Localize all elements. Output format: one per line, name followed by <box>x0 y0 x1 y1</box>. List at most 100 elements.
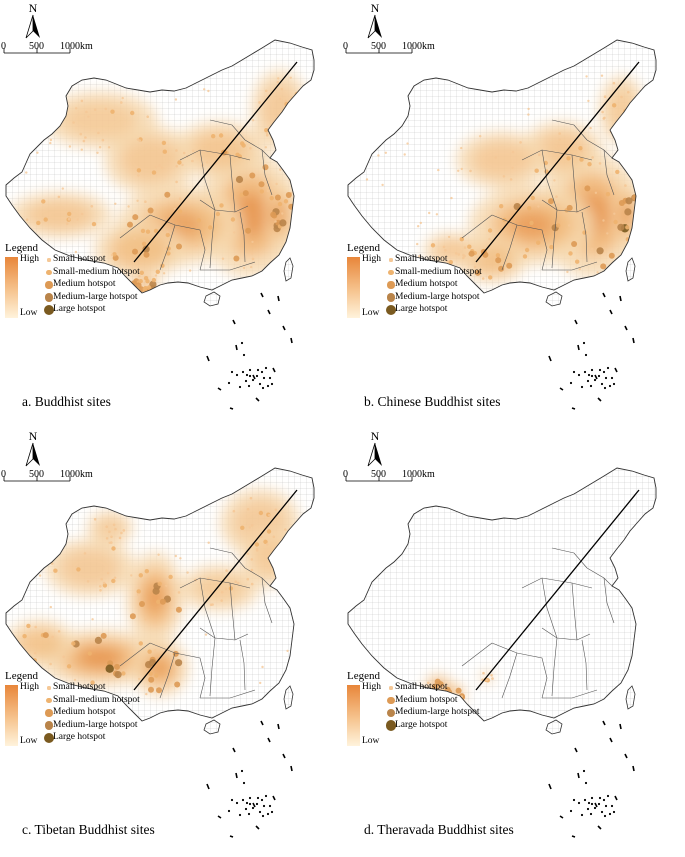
hotspot-point <box>71 641 76 646</box>
hotspot-point <box>41 199 46 204</box>
hotspot-point <box>462 253 465 257</box>
hotspot-point <box>230 217 236 222</box>
hotspot-point <box>220 599 223 602</box>
hotspot-point <box>154 274 158 277</box>
hotspot-point <box>37 126 40 130</box>
hotspot-point <box>86 580 90 583</box>
hotspot-point <box>624 208 632 216</box>
hotspot-point <box>162 272 166 275</box>
hotspot-point <box>447 235 451 239</box>
hotspot-point <box>600 263 607 270</box>
china-map <box>3 467 315 838</box>
hotspot-point <box>506 262 513 269</box>
legend-item-label: Medium hotspot <box>395 279 458 289</box>
hotspot-point <box>473 265 477 269</box>
legend-title: Legend <box>5 670 38 682</box>
hotspot-point <box>509 178 513 181</box>
hotspot-point <box>434 678 441 685</box>
hotspot-point <box>589 126 592 130</box>
hotspot-point <box>93 518 97 521</box>
north-arrow-icon <box>367 442 382 467</box>
hotspot-point <box>220 590 224 594</box>
hotspot-point <box>74 250 78 254</box>
hotspot-point <box>129 613 136 620</box>
hotspot-point <box>120 101 123 104</box>
hotspot-point <box>534 168 539 173</box>
hotspot-point <box>266 529 272 534</box>
hotspot-point <box>262 270 265 274</box>
hotspot-point <box>481 277 485 280</box>
hotspot-point <box>272 535 276 539</box>
hotspot-point <box>263 539 268 544</box>
hotspot-point <box>175 606 182 613</box>
hotspot-point <box>91 618 94 621</box>
legend-symbol <box>43 304 55 316</box>
hotspot-point <box>488 275 493 280</box>
hotspot-point <box>224 587 228 591</box>
hotspot-point <box>76 567 81 572</box>
china-landmass <box>348 468 656 721</box>
hotspot-point <box>403 153 406 156</box>
hotspot-point <box>617 125 621 128</box>
hotspot-point <box>634 261 637 265</box>
hotspot-point <box>61 187 64 190</box>
hotspot-point <box>87 115 90 118</box>
hotspot-point <box>417 225 420 228</box>
hotspot-point <box>165 584 168 587</box>
hotspot-point <box>221 257 225 260</box>
scale-bar <box>3 48 71 54</box>
hotspot-point <box>262 164 269 171</box>
hotspot-point <box>530 195 535 201</box>
hotspot-point <box>602 219 605 222</box>
hotspot-point <box>148 686 154 693</box>
scale-label: 500 <box>29 469 44 480</box>
hotspot-point <box>211 134 216 139</box>
legend-symbol <box>45 281 53 289</box>
hotspot-point <box>578 146 583 151</box>
hotspot-point <box>578 267 581 271</box>
hotspot-point <box>261 665 264 669</box>
legend-symbol <box>387 281 395 289</box>
hotspot-point <box>110 535 113 539</box>
legend-low-label: Low <box>362 308 380 318</box>
scale-label: 1000km <box>402 41 435 52</box>
hotspot-point <box>132 214 139 221</box>
hotspot-point <box>188 269 192 272</box>
hotspot-point <box>138 641 143 646</box>
legend-item-label: Small-medium hotspot <box>53 694 140 705</box>
hotspot-point <box>284 99 287 103</box>
hotspot-point <box>182 151 186 155</box>
hotspot-point <box>242 190 249 197</box>
hotspot-point <box>608 252 615 259</box>
north-arrow: N <box>22 2 44 44</box>
hotspot-point <box>381 183 384 187</box>
hotspot-point <box>225 569 228 572</box>
hotspot-point <box>419 221 422 225</box>
hotspot-point <box>148 676 155 683</box>
hotspot-point <box>254 542 260 547</box>
hotspot-point <box>127 221 133 228</box>
hotspot-point <box>566 156 571 161</box>
hotspot-point <box>162 149 167 154</box>
hotspot-point <box>240 141 245 146</box>
scale-bar <box>3 476 71 482</box>
legend-color-ramp <box>5 257 18 318</box>
hotspot-point <box>275 560 278 564</box>
hotspot-point <box>596 271 599 274</box>
hotspot-point <box>144 618 148 621</box>
hotspot-point <box>175 659 183 667</box>
map-panel-buddhist: N 0 500 1000km Legend High Low Small hotspot Sma… <box>0 0 342 428</box>
hotspot-point <box>157 553 160 556</box>
hotspot-point <box>136 589 141 594</box>
hotspot-point <box>620 95 623 99</box>
hotspot-point <box>274 508 278 512</box>
hotspot-point <box>165 232 170 238</box>
hotspot-point <box>90 680 95 685</box>
hotspot-point <box>36 220 41 226</box>
hotspot-point <box>587 162 592 167</box>
hotspot-point <box>245 227 252 234</box>
hotspot-point <box>106 571 110 575</box>
hotspot-point <box>275 140 279 143</box>
hotspot-point <box>67 211 72 217</box>
hotspot-point <box>250 568 254 572</box>
